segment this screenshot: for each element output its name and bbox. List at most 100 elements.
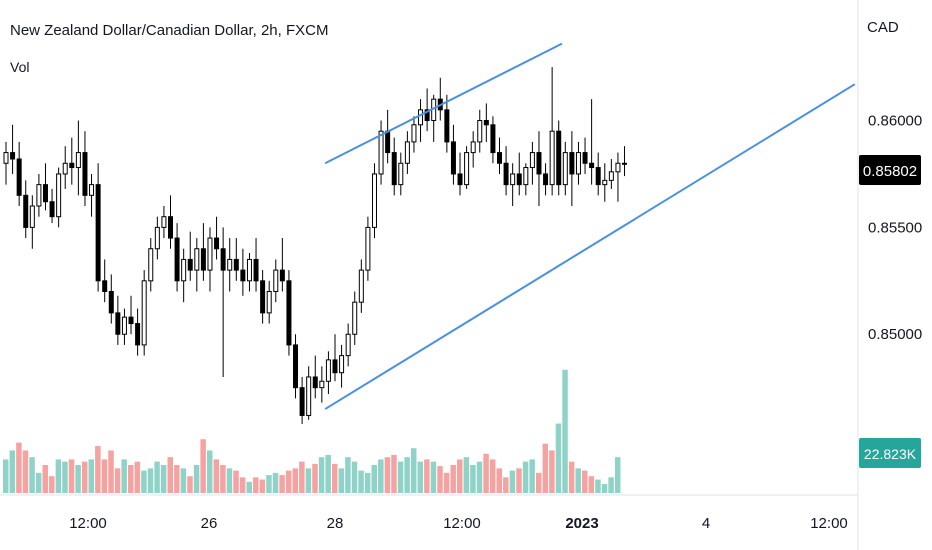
candle (510, 163, 516, 207)
candle (556, 120, 562, 196)
volume-bar (595, 479, 601, 493)
price-axis[interactable]: 0.86000 0.85500 0.85000 (868, 113, 922, 344)
volume-bar (62, 461, 68, 493)
candle (253, 238, 259, 292)
candle (549, 67, 555, 196)
time-axis[interactable]: 12:00 26 28 12:00 2023 4 12:00 (69, 515, 848, 532)
candle (602, 163, 608, 202)
candle-body (49, 201, 55, 218)
candle-body (214, 237, 220, 250)
volume-bar (246, 481, 252, 493)
volume-bar (371, 465, 377, 493)
volume-bar (457, 459, 463, 493)
candle (246, 253, 252, 292)
candle-body (418, 109, 424, 126)
candle (141, 270, 147, 356)
candle (42, 163, 48, 211)
candle (299, 376, 305, 424)
volume-bar (3, 459, 9, 493)
volume-bar (384, 457, 391, 493)
candle-body (233, 258, 239, 271)
candle (240, 248, 246, 296)
trend-channel[interactable] (324, 42, 856, 410)
volume-bars (3, 369, 621, 493)
candle-body (56, 173, 62, 218)
candle (444, 94, 450, 153)
candle (49, 188, 55, 224)
candle (404, 131, 410, 174)
candle (608, 158, 614, 189)
candle-body (299, 387, 305, 416)
volume-bar (9, 450, 16, 493)
candle-body (89, 184, 95, 196)
volume-bar (522, 461, 529, 493)
price-axis-currency: CAD (867, 19, 899, 36)
volume-legend-label[interactable]: Vol (10, 59, 30, 75)
volume-bar (404, 457, 410, 493)
volume-bar (29, 457, 35, 493)
candle (490, 116, 496, 164)
candle (615, 152, 621, 202)
candle-body (424, 109, 430, 122)
candle-body (523, 167, 529, 186)
candle-body (168, 216, 173, 239)
candle (135, 308, 141, 356)
volume-bar (364, 472, 371, 493)
candle-body (543, 173, 549, 186)
candle-body (161, 216, 167, 228)
candle (121, 308, 127, 345)
channel-upper-line (324, 42, 563, 165)
candle-body (148, 248, 154, 282)
candle-body (240, 269, 246, 282)
volume-bar (259, 479, 266, 493)
candle (569, 131, 575, 207)
candle-body (483, 120, 489, 126)
candle (181, 248, 187, 303)
chart-legend-title[interactable]: New Zealand Dollar/Canadian Dollar, 2h, … (10, 22, 329, 39)
volume-bar (483, 453, 489, 493)
candle (29, 195, 35, 249)
candle (82, 131, 88, 207)
candle (529, 141, 535, 185)
candle-body (181, 258, 187, 282)
price-tick-label: 0.85500 (868, 219, 922, 236)
candle-body (293, 344, 299, 389)
candle (233, 238, 239, 281)
volume-bar (42, 465, 48, 493)
candle (622, 146, 628, 177)
candle (161, 206, 167, 239)
candle-body (187, 258, 193, 271)
volume-bar (49, 476, 55, 493)
candle-body (536, 152, 542, 175)
candle-body (378, 130, 384, 175)
candle-body (75, 152, 81, 169)
candle-body (608, 171, 614, 181)
candle (36, 173, 42, 217)
candle (286, 270, 292, 356)
candle (214, 216, 220, 260)
time-tick-label: 2023 (565, 515, 598, 532)
volume-bar (476, 461, 483, 493)
candle-body (477, 120, 483, 143)
volume-bar (614, 457, 621, 493)
candle-body (569, 152, 575, 175)
volume-bar (22, 450, 29, 493)
candle (10, 124, 16, 174)
candle-body (141, 280, 147, 346)
candle-body (365, 226, 371, 271)
volume-bar (325, 454, 331, 493)
candle-body (82, 152, 88, 196)
candle-body (16, 158, 22, 196)
candle (575, 141, 581, 185)
candle (371, 163, 377, 239)
time-tick-label: 12:00 (69, 515, 107, 532)
volume-bar (121, 459, 127, 493)
candle (115, 295, 121, 345)
volume-bar (285, 470, 292, 493)
candle-body (358, 269, 364, 303)
volume-bar (299, 461, 305, 493)
candle (411, 116, 417, 153)
candle (16, 141, 22, 207)
volume-bar (154, 461, 160, 493)
